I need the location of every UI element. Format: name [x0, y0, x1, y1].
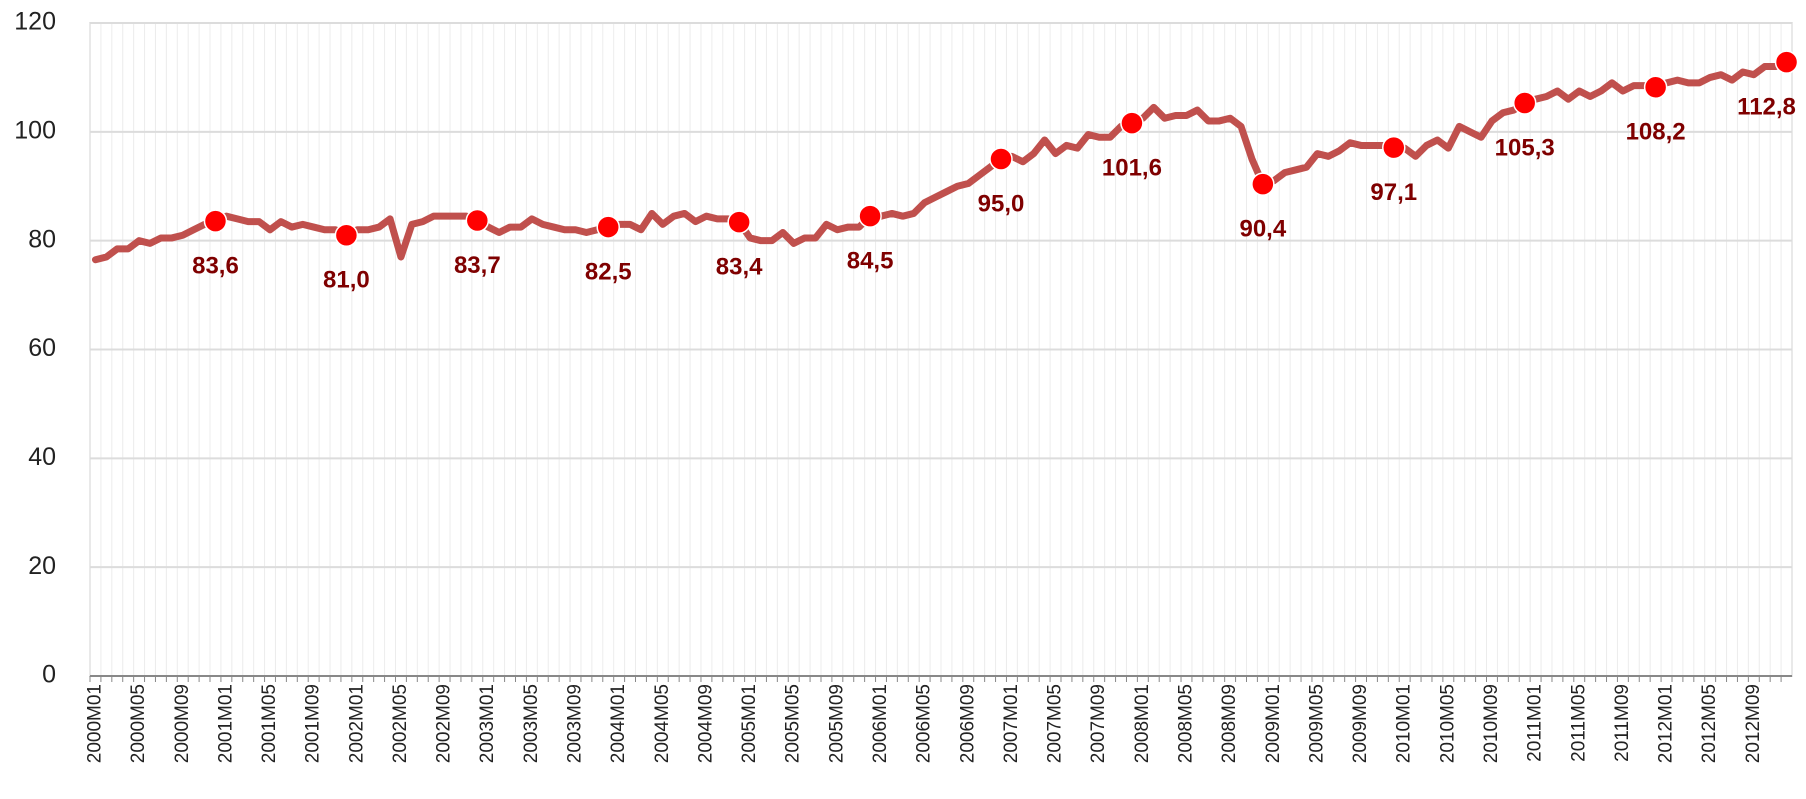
- value-label: 97,1: [1370, 179, 1417, 206]
- y-tick-label: 80: [28, 225, 56, 253]
- y-tick-label: 100: [14, 116, 56, 144]
- x-tick-label: 2004M05: [652, 684, 673, 763]
- marker: [1382, 135, 1406, 160]
- x-tick-label: 2011M01: [1525, 684, 1546, 762]
- x-tick-label: 2010M05: [1437, 684, 1458, 763]
- x-tick-label: 2008M09: [1219, 684, 1240, 763]
- marker: [727, 210, 751, 234]
- x-tick-label: 2006M09: [957, 684, 978, 763]
- x-tick-label: 2006M05: [914, 684, 935, 763]
- x-tick-label: 2004M01: [608, 684, 629, 763]
- x-tick-label: 2001M05: [259, 684, 280, 763]
- value-label: 108,2: [1626, 119, 1686, 146]
- x-tick-label: 2009M09: [1350, 684, 1371, 763]
- x-tick-label: 2007M01: [1001, 684, 1022, 763]
- x-tick-label: 2009M05: [1306, 684, 1327, 763]
- marker: [203, 209, 228, 233]
- marker: [858, 204, 882, 228]
- line: [91, 58, 1791, 264]
- marker: [1512, 91, 1537, 115]
- x-tick-label: 2000M05: [128, 684, 149, 763]
- x-tick-label: 2000M01: [84, 684, 105, 763]
- x-tick-label: 2001M09: [303, 684, 324, 763]
- marker: [1251, 172, 1275, 196]
- marker: [596, 215, 620, 239]
- marker: [1774, 50, 1799, 74]
- x-tick-label: 2008M01: [1132, 684, 1153, 763]
- x-tick-label: 2010M09: [1481, 684, 1502, 763]
- x-tick-label: 2004M09: [695, 684, 716, 763]
- y-tick-label: 120: [14, 8, 56, 36]
- marker: [334, 223, 359, 247]
- x-tick-label: 2011M09: [1612, 684, 1633, 762]
- x-tick-label: 2001M01: [215, 684, 236, 763]
- x-tick-label: 2009M01: [1263, 684, 1284, 763]
- x-tick-label: 2002M09: [434, 684, 455, 763]
- marker: [1120, 111, 1144, 135]
- y-tick-label: 20: [28, 552, 56, 580]
- y-tick-label: 0: [42, 661, 56, 689]
- marker: [465, 208, 490, 233]
- value-label: 83,7: [454, 252, 501, 279]
- x-tick-label: 2006M01: [870, 684, 891, 763]
- x-tick-label: 2010M01: [1394, 684, 1415, 763]
- marker: [989, 147, 1013, 171]
- value-label: 112,8: [1737, 94, 1796, 121]
- value-label: 84,5: [847, 248, 894, 275]
- value-label: 95,0: [978, 190, 1025, 217]
- x-tick-label: 2005M01: [739, 684, 760, 763]
- y-tick-label: 40: [28, 443, 56, 471]
- y-tick-label: 60: [28, 334, 56, 362]
- value-label: 82,5: [585, 258, 632, 285]
- x-tick-label: 2003M09: [565, 684, 586, 763]
- marker: [1643, 75, 1668, 99]
- value-label: 83,4: [716, 254, 763, 281]
- x-tick-label: 2012M09: [1743, 684, 1764, 763]
- x-tick-label: 2012M01: [1656, 684, 1677, 763]
- x-tick-label: 2002M05: [390, 684, 411, 763]
- x-tick-label: 2005M09: [826, 684, 847, 763]
- x-tick-label: 2003M05: [521, 684, 542, 763]
- x-tick-label: 2007M05: [1045, 684, 1066, 763]
- value-label: 81,0: [323, 267, 370, 294]
- x-tick-label: 2005M05: [783, 684, 804, 763]
- x-tick-label: 2008M05: [1175, 684, 1196, 763]
- value-label: 83,6: [192, 252, 239, 279]
- x-tick-label: 2012M05: [1699, 684, 1720, 763]
- x-tick-label: 2007M09: [1088, 684, 1109, 763]
- value-label: 101,6: [1102, 154, 1162, 181]
- value-label: 90,4: [1239, 215, 1286, 242]
- x-tick-label: 2003M01: [477, 684, 498, 763]
- x-tick-label: 2000M09: [172, 684, 193, 763]
- x-tick-label: 2002M01: [346, 684, 367, 763]
- x-tick-label: 2011M05: [1568, 684, 1589, 762]
- value-label: 105,3: [1495, 134, 1555, 161]
